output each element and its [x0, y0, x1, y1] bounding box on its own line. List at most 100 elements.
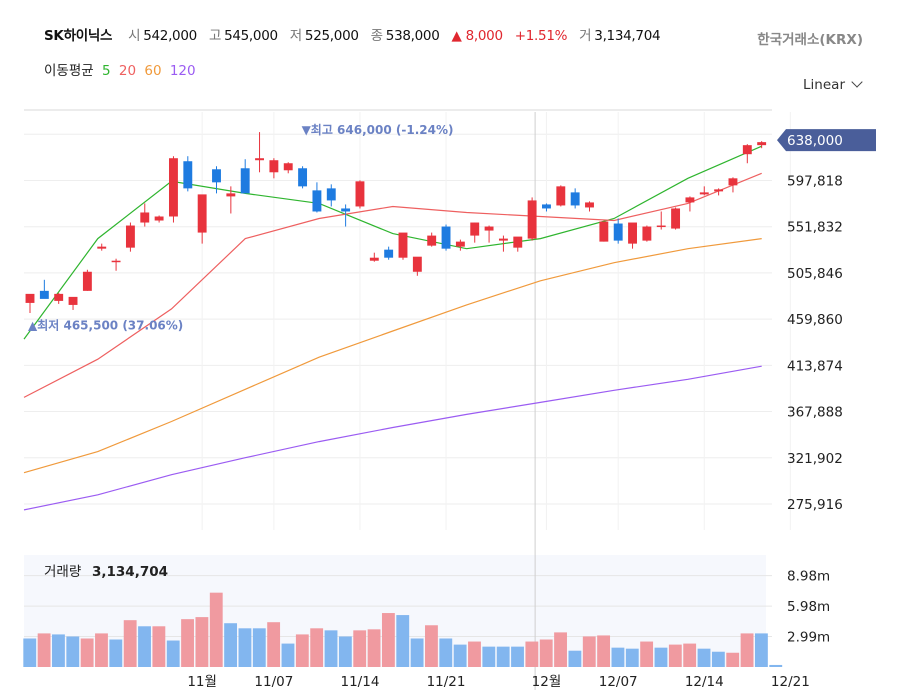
- volume-bar: [52, 634, 65, 667]
- ma-legend: 이동평균 5 20 60 120: [44, 59, 200, 79]
- change-value: ▲ 8,000: [451, 28, 504, 44]
- candle: [441, 224, 451, 251]
- candle: [240, 159, 250, 194]
- y-tick-label: 551,832: [787, 220, 843, 236]
- volume-bar: [66, 636, 80, 667]
- volume-bar: [338, 636, 352, 667]
- volume-bar: [697, 648, 711, 667]
- x-tick-label: 12/07: [599, 674, 638, 690]
- volume-bar: [224, 623, 238, 667]
- volume-y-tick-label: 8.98m: [787, 569, 830, 585]
- candle-body: [212, 169, 221, 183]
- volume-bar: [95, 633, 108, 667]
- candle: [470, 222, 480, 243]
- volume-bar: [195, 617, 209, 667]
- volume-bar: [468, 641, 481, 667]
- quote-header: SK하이닉스 시 542,000 고 545,000 저 525,000 종 538,0…: [44, 24, 668, 44]
- candle-body: [556, 186, 566, 206]
- candle-body: [513, 236, 523, 248]
- change-percent: +1.51%: [514, 28, 568, 44]
- candle: [125, 222, 135, 252]
- ma-legend-60[interactable]: 60: [144, 63, 162, 79]
- volume-bar: [582, 636, 596, 667]
- volume-bar: [453, 644, 467, 667]
- candle: [212, 166, 221, 194]
- candle-body: [25, 293, 35, 303]
- candle-body: [441, 226, 451, 249]
- low-label: 저: [289, 28, 302, 44]
- exchange-label: 한국거래소(KRX): [757, 32, 863, 48]
- stock-name: SK하이닉스: [44, 28, 113, 44]
- candle-body: [355, 181, 365, 207]
- candle-body: [398, 232, 408, 258]
- volume-bar: [740, 633, 754, 667]
- candle-body: [226, 193, 236, 197]
- volume-bar: [511, 646, 524, 667]
- candle: [628, 222, 637, 249]
- volume-bar: [209, 592, 223, 667]
- candle-body: [656, 225, 666, 228]
- candle: [398, 232, 408, 260]
- candle: [154, 215, 164, 223]
- candle-body: [97, 246, 107, 249]
- x-tick-label: 11/14: [341, 674, 380, 690]
- volume-y-tick-label: 2.99m: [787, 630, 830, 646]
- candle-body: [628, 222, 637, 244]
- low-value: 525,000: [304, 28, 359, 44]
- candle: [326, 184, 336, 207]
- grid: [24, 109, 791, 690]
- volume-label: 거: [579, 28, 592, 44]
- candles: [25, 132, 767, 313]
- close-label: 종: [370, 28, 383, 44]
- candle: [498, 235, 508, 252]
- candle-body: [757, 142, 767, 146]
- candle: [82, 269, 92, 291]
- candle-body: [585, 202, 594, 208]
- candle-body: [728, 178, 738, 186]
- ma-legend-120[interactable]: 120: [169, 63, 196, 79]
- volume-bar: [568, 650, 582, 667]
- candle-body: [412, 256, 422, 272]
- volume-bar: [123, 620, 137, 667]
- candle-body: [39, 290, 49, 299]
- volume-bar: [625, 648, 639, 667]
- volume-bar: [396, 615, 410, 667]
- volume-bar: [367, 629, 381, 667]
- candle-body: [470, 222, 480, 236]
- volume-bar: [37, 633, 51, 667]
- volume-bar: [381, 613, 395, 667]
- candle: [298, 166, 308, 189]
- y-tick-label: 413,874: [787, 358, 843, 374]
- candle-body: [685, 197, 695, 203]
- volume-bar: [726, 652, 740, 667]
- candle-body: [599, 221, 609, 242]
- candle-body: [312, 190, 322, 212]
- volume-bar: [496, 646, 510, 667]
- candle-body: [169, 158, 178, 217]
- ma-legend-5[interactable]: 5: [101, 63, 111, 79]
- x-tick-label: 11월: [187, 674, 217, 690]
- candle-body: [111, 260, 121, 263]
- candle-body: [154, 216, 164, 221]
- y-tick-label: 505,846: [787, 266, 843, 282]
- scale-dropdown[interactable]: Linear: [803, 76, 863, 93]
- candle-body: [82, 271, 92, 291]
- ma-legend-20[interactable]: 20: [118, 63, 137, 79]
- candle-body: [570, 192, 580, 206]
- candle-body: [197, 194, 207, 233]
- candle: [585, 201, 594, 212]
- x-tick-label: 12/21: [771, 674, 810, 690]
- volume-bar: [310, 628, 324, 667]
- candle: [613, 218, 623, 244]
- candle: [97, 243, 107, 251]
- volume-bar: [23, 638, 37, 667]
- volume-bar: [539, 639, 553, 667]
- volume-bar: [80, 638, 94, 667]
- volume-bar: [166, 640, 180, 667]
- candle-body: [613, 223, 623, 241]
- candle: [642, 225, 652, 242]
- volume-bar: [238, 628, 252, 667]
- candle: [742, 144, 752, 164]
- x-tick-label: 12월: [532, 674, 562, 690]
